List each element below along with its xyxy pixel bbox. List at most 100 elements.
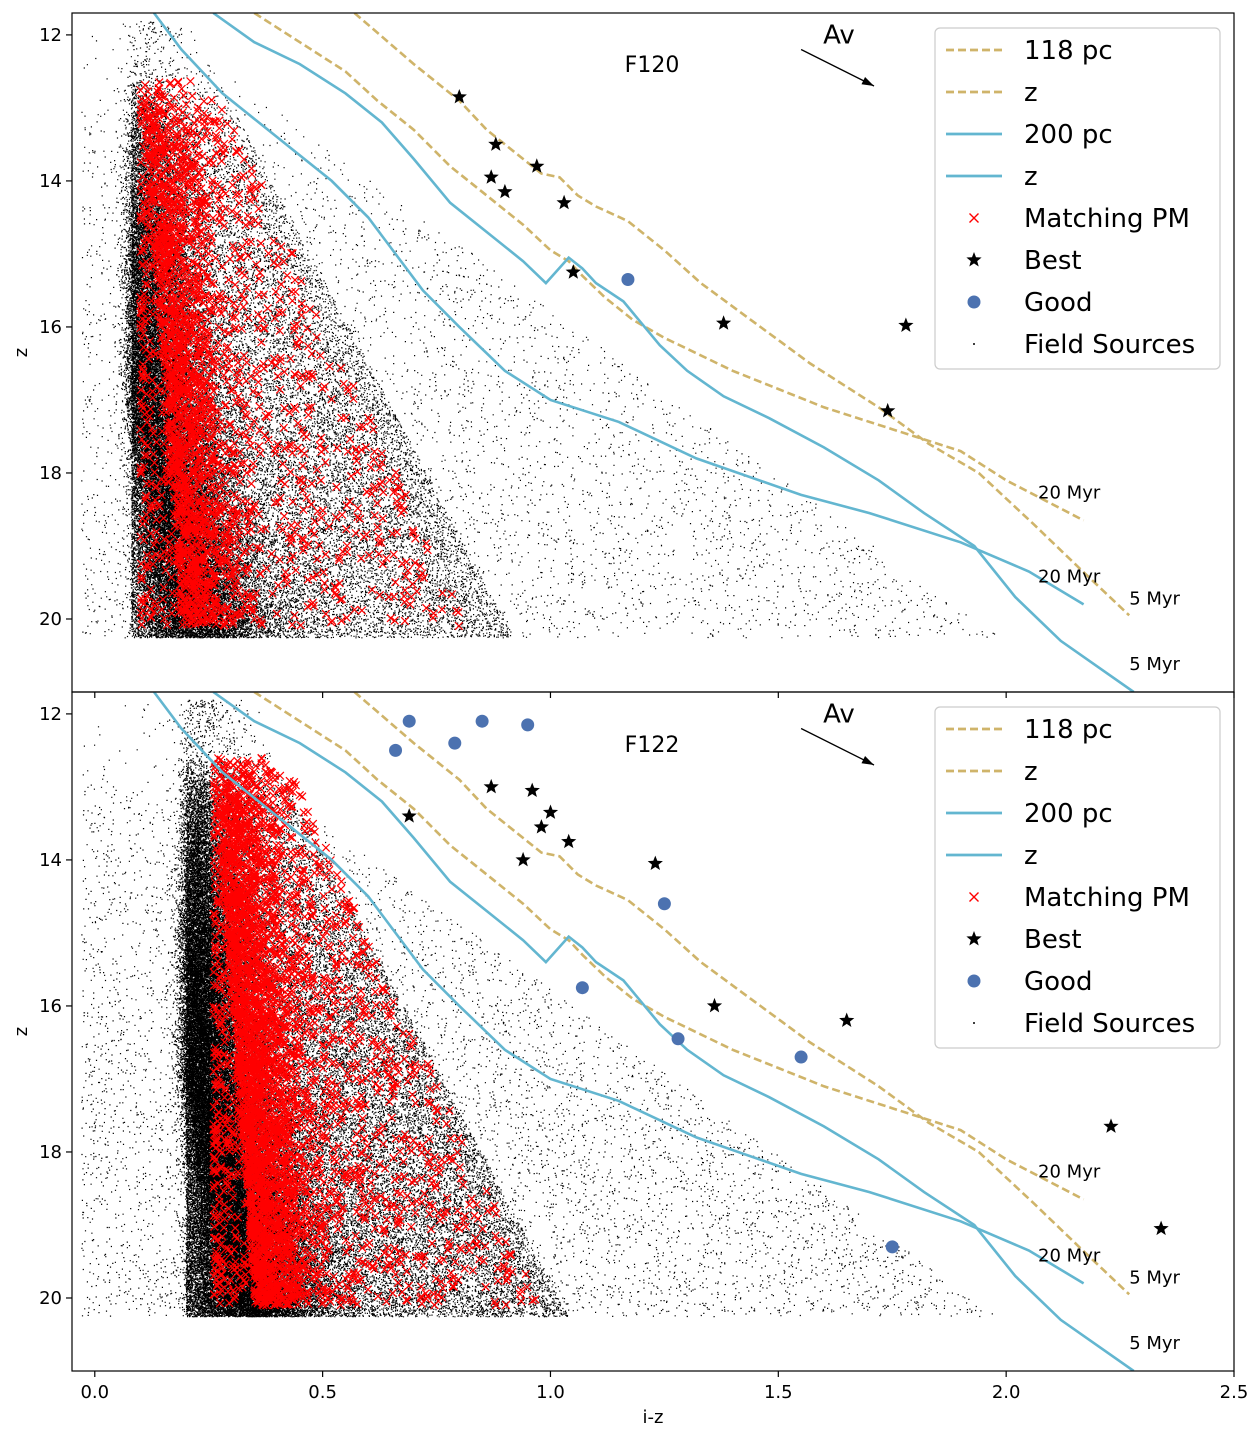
av-label: Av	[823, 21, 855, 51]
age-label: 5 Myr	[1129, 588, 1180, 609]
x-tick-label: 1.5	[764, 1382, 793, 1403]
best-marker	[524, 782, 540, 797]
x-tick-label: 0.5	[308, 1382, 337, 1403]
isochrone-line	[353, 13, 1131, 617]
legend-label: 118 pc	[1024, 715, 1113, 745]
legend-swatch	[967, 974, 981, 988]
axes-f122: 12 14 16 18 20 0.0 0.5 1.0 1.5 2.0 2.5 z 20 Myr 5 Myr…	[11, 691, 1249, 1403]
legend-label: z	[1024, 78, 1038, 108]
legend-box	[934, 27, 1221, 370]
panel-f120: 12 14 16 18 20 z 20 Myr 5 Myr 20 Myr 5 Myr F120 A…	[11, 12, 1235, 698]
best-marker	[706, 997, 723, 1013]
age-label: 5 Myr	[1129, 1267, 1180, 1288]
best-marker	[497, 183, 513, 199]
legend-swatch	[967, 295, 981, 309]
best-marker	[898, 317, 914, 332]
y-tick-label: 20	[39, 609, 62, 630]
legend-label: z	[1024, 757, 1038, 787]
matching-pm-cloud	[136, 76, 464, 631]
good-marker	[475, 714, 489, 728]
legend-label: z	[1024, 162, 1038, 192]
good-markers	[389, 714, 899, 1254]
best-marker	[1153, 1220, 1169, 1236]
legend-label: Field Sources	[1024, 330, 1195, 360]
matching-pm-layer	[136, 76, 464, 631]
y-tick-label: 12	[39, 704, 62, 725]
age-label: 20 Myr	[1038, 483, 1101, 504]
y-tick-label: 14	[39, 850, 62, 871]
best-marker	[488, 136, 504, 151]
good-marker	[671, 1032, 685, 1046]
isochrone-layer	[152, 13, 1135, 692]
y-tick-label: 12	[39, 25, 62, 46]
legend-label: Matching PM	[1024, 883, 1190, 913]
legend-box	[934, 706, 1221, 1049]
panel-label-f120: F120	[625, 53, 680, 78]
y-tick-label: 14	[39, 171, 62, 192]
isochrone-layer	[152, 692, 1135, 1371]
legend-label: Field Sources	[1024, 1009, 1195, 1039]
legend-label: Good	[1024, 288, 1092, 318]
best-marker	[529, 158, 545, 173]
isochrone-line	[212, 13, 1135, 692]
y-axis-label: z	[11, 1027, 32, 1036]
reddening-vector: Av	[800, 700, 875, 766]
best-marker	[483, 169, 499, 184]
legend-swatch	[969, 213, 979, 223]
best-markers	[401, 778, 1169, 1236]
good-marker	[402, 714, 416, 728]
good-marker	[621, 272, 635, 286]
isochrone-line	[353, 692, 1131, 1296]
good-marker	[575, 981, 589, 995]
legend-label: 200 pc	[1024, 799, 1113, 829]
legend-label: 118 pc	[1024, 36, 1113, 66]
y-tick-label: 16	[39, 996, 62, 1017]
y-tick-label: 16	[39, 317, 62, 338]
best-marker	[533, 819, 549, 834]
av-arrow-head	[861, 756, 875, 766]
field-sources-layer	[81, 21, 996, 639]
legend-swatch	[973, 343, 975, 345]
good-marker	[794, 1050, 808, 1064]
good-marker	[521, 718, 535, 732]
legend-swatch	[973, 1022, 975, 1024]
good-marker	[657, 897, 671, 911]
legend-label: z	[1024, 841, 1038, 871]
best-marker	[451, 89, 467, 104]
matching-pm-layer	[209, 753, 540, 1310]
best-marker	[542, 804, 559, 819]
legend-f122: 118 pc z 200 pc z Matching PM Best Good Field S…	[934, 706, 1221, 1049]
good-marker	[389, 743, 403, 757]
x-axis-label: i-z	[643, 1407, 664, 1428]
best-marker	[483, 778, 499, 794]
isochrone-line	[212, 692, 1135, 1371]
av-arrow-head	[861, 77, 875, 87]
panel-f122: 12 14 16 18 20 0.0 0.5 1.0 1.5 2.0 2.5 z 20 Myr 5 Myr…	[11, 691, 1249, 1403]
best-marker	[1103, 1118, 1119, 1133]
x-tick-label: 0.0	[80, 1382, 109, 1403]
legend-label: Good	[1024, 967, 1092, 997]
av-arrow-shaft	[800, 727, 875, 766]
best-marker	[561, 833, 577, 849]
best-marker	[716, 315, 732, 330]
panel-label-f122: F122	[625, 733, 680, 758]
x-tick-label: 2.0	[992, 1382, 1021, 1403]
x-tick-label: 2.5	[1220, 1382, 1249, 1403]
isochrone-line	[253, 692, 1085, 1201]
best-marker	[515, 851, 531, 867]
reddening-vector: Av	[800, 21, 875, 87]
best-marker	[647, 855, 663, 870]
best-marker	[556, 194, 572, 210]
age-label: 20 Myr	[1038, 1162, 1101, 1183]
y-tick-label: 18	[39, 1142, 62, 1163]
good-markers	[621, 272, 635, 286]
legend-swatch	[969, 892, 979, 902]
best-marker	[880, 402, 896, 418]
age-label: 5 Myr	[1129, 654, 1180, 675]
field-source-cloud	[81, 21, 996, 639]
y-axis-label: z	[11, 348, 32, 357]
legend-f120: 118 pc z 200 pc z Matching PM Best Good Field S…	[934, 27, 1221, 370]
best-markers	[451, 89, 914, 418]
legend-swatch	[966, 252, 982, 267]
axes-f120: 12 14 16 18 20 z 20 Myr 5 Myr 20 Myr 5 Myr	[11, 12, 1235, 698]
